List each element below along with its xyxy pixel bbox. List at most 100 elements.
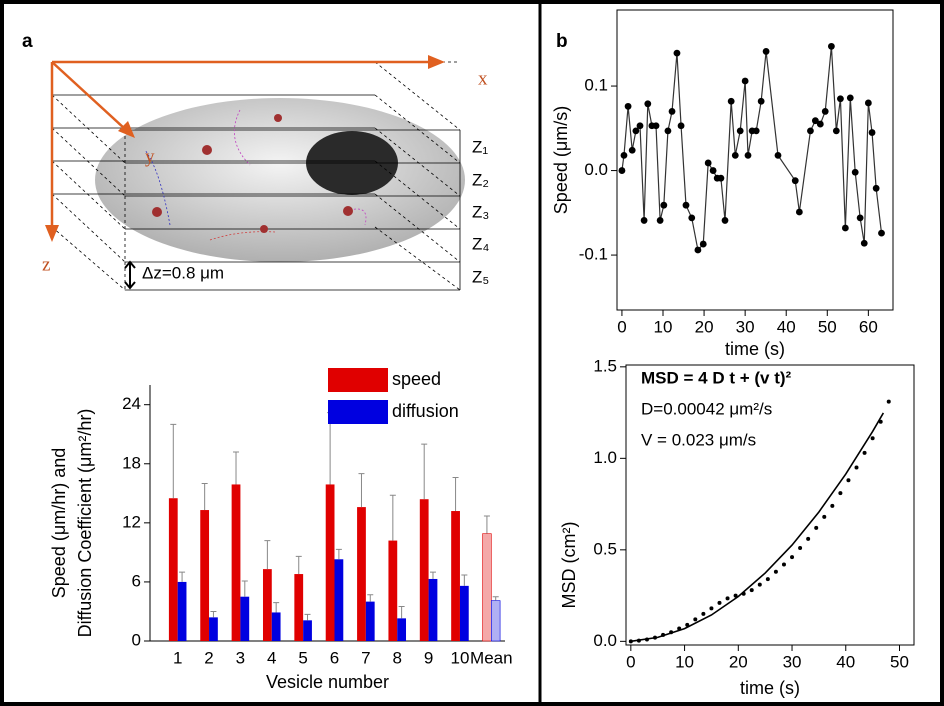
x-tick-label: 50 — [890, 652, 909, 671]
y-tick-label: 24 — [122, 394, 141, 413]
bar — [388, 540, 398, 641]
error-bar — [304, 613, 311, 621]
point — [854, 465, 859, 470]
x-tick-label: 40 — [836, 652, 855, 671]
annotation: D=0.00042 μm²/s — [641, 399, 772, 418]
bar — [365, 601, 375, 641]
point — [841, 224, 849, 232]
point — [862, 450, 867, 455]
point — [656, 217, 664, 224]
point — [721, 217, 729, 224]
point — [795, 208, 803, 216]
point — [827, 42, 835, 50]
bar — [334, 559, 344, 641]
bar — [271, 612, 281, 641]
x-axis-title: time (s) — [740, 678, 800, 698]
x-tick-label: 50 — [818, 317, 837, 336]
x-tick-label: 0 — [617, 317, 626, 336]
x-tick-label: 3 — [236, 648, 245, 667]
plot-frame — [625, 364, 915, 646]
point — [749, 588, 754, 593]
point — [864, 99, 872, 107]
legend-label: diffusion — [392, 401, 459, 421]
bar — [428, 578, 438, 641]
x-tick-label: 10 — [675, 652, 694, 671]
point — [620, 151, 628, 159]
fit-line — [630, 412, 885, 643]
x-tick-label: 5 — [298, 648, 307, 667]
bar — [177, 581, 187, 641]
point — [816, 120, 824, 128]
plot-frame — [616, 9, 894, 311]
y-tick-label: 0.0 — [584, 160, 608, 179]
y-axis-title: Speed (μm/hr) and — [49, 448, 69, 598]
point — [870, 436, 875, 441]
point — [701, 611, 706, 616]
point — [860, 239, 868, 247]
y-axis-title: MSD (cm²) — [559, 522, 579, 609]
y-tick-label: -0.1 — [579, 245, 608, 264]
point — [846, 94, 854, 102]
point — [856, 214, 864, 222]
x-tick-label: 6 — [330, 648, 339, 667]
point — [773, 569, 778, 574]
x-axis-title: time (s) — [725, 339, 785, 359]
x-tick-label: 40 — [777, 317, 796, 336]
point — [821, 108, 829, 115]
point — [798, 546, 803, 551]
annotation: MSD = 4 D t + (v t)² — [641, 368, 792, 387]
point — [725, 596, 730, 601]
plane-label: Z₄ — [472, 234, 489, 253]
point — [699, 240, 707, 248]
error-bar — [492, 596, 499, 601]
bar — [397, 618, 407, 641]
error-bar — [358, 473, 365, 508]
point — [757, 582, 762, 587]
point — [878, 229, 885, 237]
bar — [419, 499, 429, 641]
point — [624, 102, 632, 110]
point — [717, 174, 725, 182]
bar — [168, 498, 178, 641]
point — [640, 217, 648, 224]
x-tick-label: 7 — [361, 648, 370, 667]
error-bar — [264, 540, 271, 570]
error-bar — [421, 443, 428, 500]
y-tick-label: 1.0 — [593, 448, 617, 467]
bar — [303, 620, 312, 641]
bar — [451, 511, 460, 641]
bar — [459, 585, 469, 641]
x-tick-label: 9 — [424, 648, 433, 667]
point — [709, 167, 717, 174]
point — [868, 129, 876, 136]
point — [846, 478, 851, 483]
point — [628, 146, 636, 154]
error-bar — [273, 602, 280, 613]
bar — [357, 507, 366, 641]
error-bar — [201, 482, 208, 511]
x-tick-label: 10 — [654, 317, 673, 336]
point — [765, 577, 770, 582]
x-tick-label: 4 — [267, 648, 276, 667]
point — [644, 100, 652, 108]
point — [652, 122, 660, 130]
annotation: V = 0.023 μm/s — [641, 430, 756, 449]
bar — [231, 484, 241, 641]
bar — [200, 510, 210, 641]
point — [822, 514, 827, 519]
point — [762, 48, 770, 55]
error-bar — [483, 515, 490, 534]
point — [774, 151, 782, 159]
bar — [240, 596, 250, 641]
spacing-label: Δz=0.8 μm — [142, 263, 224, 282]
point — [731, 151, 739, 159]
point — [838, 491, 843, 496]
point — [632, 127, 640, 135]
point — [704, 159, 712, 167]
point — [727, 97, 735, 105]
legend-swatch — [328, 368, 388, 392]
point — [673, 49, 681, 57]
point — [736, 127, 744, 135]
